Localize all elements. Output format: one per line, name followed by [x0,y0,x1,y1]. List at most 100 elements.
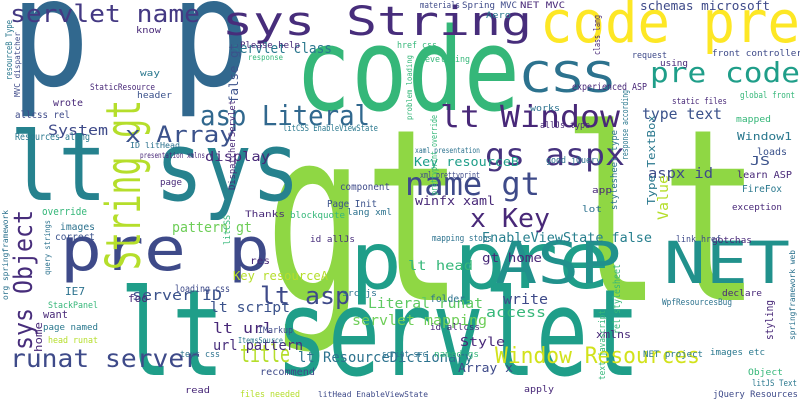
word: text css [180,350,220,360]
word: global front [740,91,795,101]
word: Type TextBox [645,115,658,205]
word: title [240,340,290,368]
word: gotchas [712,236,752,246]
word: way [140,69,161,79]
word: correct [55,232,95,243]
word: learn ASP [737,170,792,181]
word: response [248,53,283,62]
word: p pre [350,217,610,307]
word: ASP NET [495,229,790,297]
word: request [632,51,667,61]
word: schemas microsoft [640,0,770,13]
word: jQuery Resources [713,390,798,400]
word: named gs [434,350,479,360]
word: res [250,256,270,267]
word: script src [382,350,427,360]
word: Key resourceA [233,269,329,283]
word: litJS Text [752,379,797,389]
word: StaticResource [90,83,155,93]
word: Spring MVC [462,1,517,11]
word: problem loading [405,55,414,120]
word: mapped [736,115,771,125]
word: access [486,305,546,321]
word: Array x [458,361,513,375]
word: apply [524,385,555,395]
word: lt sys [10,113,300,223]
word: text javascript [598,310,608,380]
word: Aero [486,11,511,21]
word: images [60,222,95,233]
word: lt head [408,259,473,274]
word: static files [672,97,727,107]
word: Page Init [327,199,377,210]
word: IE7 [65,285,85,298]
word: Literal runat [368,296,483,312]
word: allcss rel [15,110,70,121]
word: NET project [643,350,703,360]
word: loads [757,147,787,158]
word: recommend [260,367,315,378]
word: runat server [10,344,200,373]
word: gt home [482,251,542,265]
word: asp Literal [200,99,370,132]
word: response according [621,90,631,160]
word: litCSS EnableViewState [283,124,378,134]
word: developing [420,55,470,65]
word: resourceB Type [5,20,15,80]
word: prettyprint override [430,115,440,195]
word: ItemsSource [238,336,283,345]
word: link href [676,235,721,245]
word: p p [10,0,250,121]
word: type text [642,105,722,123]
word: display [205,150,270,165]
word: servlet name [10,0,200,28]
word: rel stylesheet [612,264,623,334]
word: good jQuery [546,156,602,166]
word: loading css [175,284,230,295]
word: winfx xaml [415,194,495,208]
word: component [340,182,390,193]
word: litCSS [223,215,233,245]
word: exception [732,203,782,213]
word: xml prettyprint [420,171,480,181]
word: aspx id [648,166,713,182]
word: Thanks [245,210,285,220]
word: x Key [470,204,550,234]
word: NET MVC [520,1,565,11]
word: FireFox [742,184,782,195]
word: lot [582,205,602,215]
word: MVC dispatcher [13,32,22,97]
word: StackPanel [48,301,98,311]
word: name gt [405,165,540,203]
word: servlet class [232,41,332,57]
word: lt ResourceDictionary [298,350,473,366]
word: images etc [710,348,765,358]
word: folder [430,294,465,305]
word: url pattern [213,338,303,354]
word: Window1 [737,130,792,143]
word: foo [128,292,148,305]
word: lt servlet [120,265,640,400]
word: class lang [593,15,603,55]
word: sys Object [9,210,39,350]
word: want [43,308,68,321]
word: pattern gt [172,220,252,236]
word: app [592,186,612,196]
word: springframework web [788,250,797,340]
word: code [295,4,520,138]
word: lt asp [260,282,350,310]
word: query strings [43,220,52,275]
word: know [136,26,162,36]
word: materials [420,1,460,11]
word: declare [722,289,762,299]
word: String gt [96,100,152,270]
word: Object [748,368,783,378]
word: write [503,292,548,308]
word: styling [763,300,776,340]
word: code pre [540,0,800,56]
word: JS [750,154,770,168]
word: page named [43,323,98,333]
word: override [42,205,87,218]
